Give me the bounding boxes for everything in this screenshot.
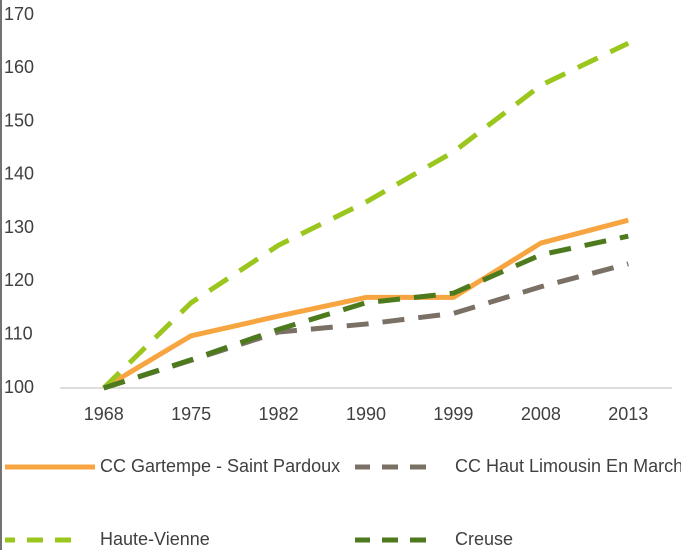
series-line (101, 40, 630, 390)
series-line (102, 233, 629, 391)
x-tick-label: 1999 (433, 404, 473, 424)
y-tick-label: 120 (4, 270, 34, 290)
y-tick-label: 110 (4, 323, 33, 343)
x-tick-label: 1982 (259, 404, 299, 424)
y-tick-label: 150 (4, 110, 34, 130)
y-tick-label: 160 (4, 57, 34, 77)
series-line (102, 217, 629, 391)
legend-label: CC Gartempe - Saint Pardoux (100, 456, 340, 476)
y-tick-label: 170 (4, 4, 34, 24)
legend-label: Haute-Vienne (100, 529, 210, 549)
legend-label: CC Haut Limousin En Marche (455, 456, 681, 476)
x-tick-label: 1968 (84, 404, 124, 424)
y-tick-label: 100 (4, 377, 34, 397)
x-tick-label: 2013 (608, 404, 648, 424)
x-tick-label: 1990 (346, 404, 386, 424)
series-line (102, 261, 629, 391)
legend-label: Creuse (455, 529, 513, 549)
y-tick-label: 130 (4, 217, 34, 237)
x-tick-label: 2008 (521, 404, 561, 424)
x-tick-label: 1975 (171, 404, 211, 424)
y-tick-label: 140 (4, 164, 34, 184)
